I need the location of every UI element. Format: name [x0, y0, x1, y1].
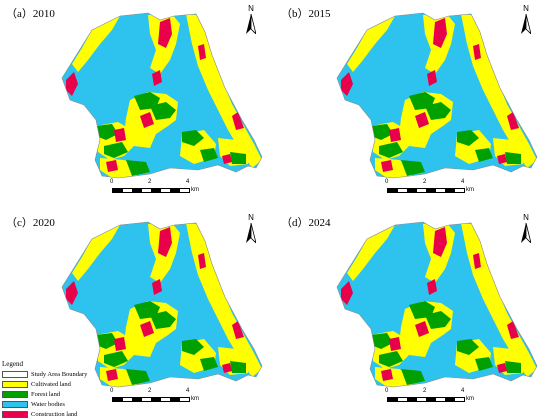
- scale-unit: km: [466, 187, 474, 193]
- legend-swatch: [2, 370, 28, 378]
- scale-tick-0: 0: [110, 179, 114, 185]
- scale-tick-0: 0: [385, 388, 389, 394]
- scale-tick-2: 2: [423, 388, 427, 394]
- map-panel-2020: （c）2020 N 0 2 4 km: [0, 209, 275, 418]
- scale-bar: 0 2 4 km: [383, 388, 483, 410]
- panel-label: （d）2024: [281, 217, 331, 229]
- scale-unit: km: [191, 396, 199, 402]
- north-arrow-icon: N: [244, 213, 258, 243]
- legend-label: Construction land: [31, 410, 78, 418]
- scale-unit: km: [191, 187, 199, 193]
- land-use-map: [0, 0, 275, 209]
- north-label: N: [523, 213, 529, 222]
- panel-label: （b）2015: [281, 8, 331, 20]
- legend-label: Study Area Boundary: [31, 370, 88, 378]
- north-label: N: [523, 4, 529, 13]
- north-arrow-icon: N: [244, 4, 258, 34]
- north-label: N: [248, 4, 254, 13]
- scale-bar: 0 2 4 km: [108, 388, 208, 410]
- scale-tick-2: 2: [148, 388, 152, 394]
- legend-swatch: [2, 380, 28, 388]
- legend-label: Forest land: [31, 390, 61, 398]
- scale-bar: 0 2 4 km: [108, 179, 208, 201]
- land-use-map: [275, 0, 550, 209]
- legend-item-water-bodies: Water bodies: [2, 399, 110, 409]
- north-label: N: [248, 213, 254, 222]
- legend-swatch: [2, 390, 28, 398]
- legend-swatch: [2, 410, 28, 418]
- north-arrow-icon: N: [519, 4, 533, 34]
- legend-item-study-area-boundary: Study Area Boundary: [2, 369, 110, 379]
- scale-tick-4: 4: [461, 388, 465, 394]
- map-panel-2015: （b）2015 N 0 2 4 km: [275, 0, 550, 209]
- north-arrow-icon: N: [519, 213, 533, 243]
- scale-bar: 0 2 4 km: [383, 179, 483, 201]
- map-panel-2024: （d）2024 N 0 2 4 km: [275, 209, 550, 418]
- legend-title: Legend: [2, 360, 23, 368]
- land-use-map: [275, 209, 550, 418]
- scale-tick-4: 4: [186, 388, 190, 394]
- legend-swatch: [2, 400, 28, 408]
- panel-label: （a）2010: [6, 8, 55, 20]
- legend: Legend Study Area Boundary Cultivated la…: [2, 360, 110, 419]
- legend-label: Water bodies: [31, 400, 65, 408]
- scale-tick-0: 0: [385, 179, 389, 185]
- legend-item-cultivated-land: Cultivated land: [2, 379, 110, 389]
- scale-tick-2: 2: [148, 179, 152, 185]
- legend-label: Cultivated land: [31, 380, 71, 388]
- scale-tick-4: 4: [186, 179, 190, 185]
- map-panel-2010: （a）2010 N 0 2 4 km: [0, 0, 275, 209]
- legend-item-construction-land: Construction land: [2, 409, 110, 419]
- scale-tick-2: 2: [423, 179, 427, 185]
- panel-label: （c）2020: [6, 217, 55, 229]
- legend-item-forest-land: Forest land: [2, 389, 110, 399]
- scale-tick-0: 0: [110, 388, 114, 394]
- scale-tick-4: 4: [461, 179, 465, 185]
- scale-unit: km: [466, 396, 474, 402]
